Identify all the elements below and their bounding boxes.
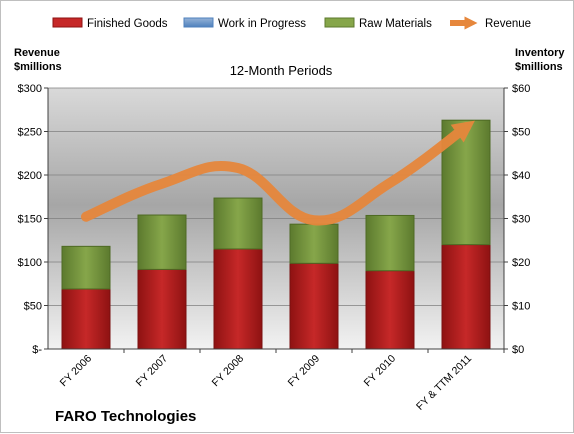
y-left-tick-label: $250 bbox=[18, 127, 42, 139]
x-tick-label: FY 2010 bbox=[362, 353, 399, 390]
legend-label-work-in-progress: Work in Progress bbox=[218, 18, 306, 30]
bar-finished-goods bbox=[290, 263, 338, 349]
bar-raw-materials bbox=[290, 224, 338, 263]
y-right-tick-label: $0 bbox=[512, 344, 524, 356]
bar-finished-goods bbox=[214, 249, 262, 349]
legend-swatch-finished-goods bbox=[53, 18, 82, 27]
legend-swatch-raw-materials bbox=[325, 18, 354, 27]
legend: Finished Goods Work in Progress Raw Mate… bbox=[53, 18, 531, 30]
bar-finished-goods bbox=[442, 245, 490, 349]
y-left-tick-label: $100 bbox=[18, 257, 42, 269]
company-name: FARO Technologies bbox=[55, 408, 196, 425]
bar-finished-goods bbox=[138, 269, 186, 349]
y-left-label-line1: Revenue bbox=[14, 47, 60, 59]
bar-finished-goods bbox=[366, 271, 414, 349]
bar-raw-materials bbox=[62, 246, 110, 289]
legend-label-revenue: Revenue bbox=[485, 18, 531, 30]
y-right-tick-label: $10 bbox=[512, 301, 530, 313]
y-right-tick-label: $20 bbox=[512, 257, 530, 269]
x-tick-label: FY 2007 bbox=[134, 353, 171, 390]
y-left-tick-label: $200 bbox=[18, 170, 42, 182]
y-right-tick-label: $50 bbox=[512, 127, 530, 139]
y-right-tick-label: $30 bbox=[512, 214, 530, 226]
x-tick-label: FY 2006 bbox=[58, 353, 95, 390]
y-left-label-line2: $millions bbox=[14, 61, 62, 73]
legend-label-finished-goods: Finished Goods bbox=[87, 18, 168, 30]
y-right-tick-label: $60 bbox=[512, 83, 530, 95]
x-tick-label: FY 2009 bbox=[286, 353, 323, 390]
bar-raw-materials bbox=[214, 198, 262, 249]
bar-raw-materials bbox=[138, 215, 186, 269]
y-left-tick-label: $300 bbox=[18, 83, 42, 95]
legend-swatch-work-in-progress bbox=[184, 18, 213, 27]
y-right-tick-label: $40 bbox=[512, 170, 530, 182]
bar-raw-materials bbox=[366, 215, 414, 270]
y-left-tick-label: $50 bbox=[24, 301, 42, 313]
y-right-label-line2: $millions bbox=[515, 61, 563, 73]
y-right-label-line1: Inventory bbox=[515, 47, 565, 59]
x-tick-label: FY & TTM 2011 bbox=[414, 353, 474, 413]
y-left-tick-label: $- bbox=[32, 344, 42, 356]
x-tick-label: FY 2008 bbox=[210, 353, 247, 390]
y-left-tick-label: $150 bbox=[18, 214, 42, 226]
bar-finished-goods bbox=[62, 289, 110, 349]
legend-label-raw-materials: Raw Materials bbox=[359, 18, 432, 30]
chart-title: 12-Month Periods bbox=[230, 63, 333, 78]
